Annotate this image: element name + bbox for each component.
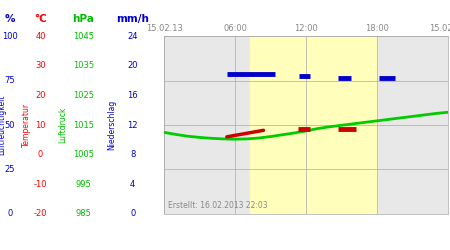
Text: 8: 8 [130, 150, 135, 159]
Text: 40: 40 [35, 32, 46, 41]
Text: -10: -10 [34, 180, 47, 189]
Text: 1035: 1035 [73, 61, 94, 70]
Text: 12: 12 [127, 120, 138, 130]
Text: 0: 0 [38, 150, 43, 159]
Text: 50: 50 [4, 120, 15, 130]
Text: 25: 25 [4, 165, 15, 174]
Text: 10: 10 [35, 120, 46, 130]
Text: %: % [4, 14, 15, 24]
Text: 1015: 1015 [73, 120, 94, 130]
Text: 100: 100 [2, 32, 18, 41]
Text: hPa: hPa [72, 14, 94, 24]
Text: mm/h: mm/h [116, 14, 149, 24]
Text: -20: -20 [34, 209, 47, 218]
Text: °C: °C [34, 14, 47, 24]
Text: Luftfeuchtigkeit: Luftfeuchtigkeit [0, 95, 6, 155]
Text: Erstellt: 16.02.2013 22:03: Erstellt: 16.02.2013 22:03 [168, 201, 267, 210]
Text: 0: 0 [7, 209, 13, 218]
Text: 1005: 1005 [73, 150, 94, 159]
Text: 995: 995 [76, 180, 91, 189]
Text: 30: 30 [35, 61, 46, 70]
Text: 4: 4 [130, 180, 135, 189]
Text: 20: 20 [127, 61, 138, 70]
Text: 16: 16 [127, 91, 138, 100]
Text: 20: 20 [35, 91, 46, 100]
Text: 985: 985 [75, 209, 91, 218]
Text: 0: 0 [130, 209, 135, 218]
Text: Temperatur: Temperatur [22, 103, 31, 147]
Bar [251, 36, 377, 214]
Text: 1045: 1045 [73, 32, 94, 41]
Text: 24: 24 [127, 32, 138, 41]
Text: Niederschlag: Niederschlag [107, 100, 116, 150]
Text: 75: 75 [4, 76, 15, 85]
Text: Luftdruck: Luftdruck [58, 107, 68, 143]
Text: 1025: 1025 [73, 91, 94, 100]
